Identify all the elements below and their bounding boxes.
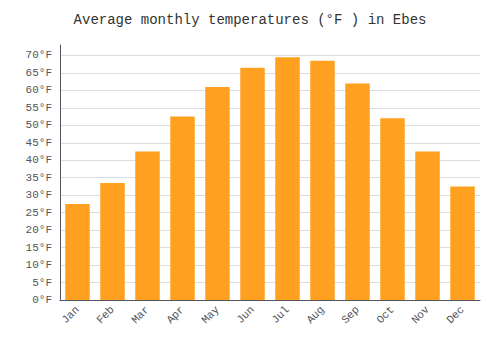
svg-text:Aug: Aug	[304, 304, 326, 326]
svg-text:60°F: 60°F	[26, 84, 52, 96]
svg-text:65°F: 65°F	[26, 67, 52, 79]
svg-text:Average monthly temperatures (: Average monthly temperatures (°F ) in Eb…	[74, 12, 427, 28]
svg-text:40°F: 40°F	[26, 154, 52, 166]
svg-text:Jan: Jan	[59, 304, 81, 326]
svg-text:Jul: Jul	[269, 304, 291, 326]
svg-text:45°F: 45°F	[26, 137, 52, 149]
svg-text:Feb: Feb	[94, 304, 116, 326]
svg-text:Dec: Dec	[444, 304, 466, 326]
svg-text:Sep: Sep	[339, 304, 361, 326]
svg-text:Mar: Mar	[129, 304, 151, 326]
svg-text:Apr: Apr	[164, 304, 186, 326]
svg-text:May: May	[199, 303, 222, 326]
svg-text:35°F: 35°F	[26, 172, 52, 184]
svg-text:50°F: 50°F	[26, 119, 52, 131]
svg-text:55°F: 55°F	[26, 102, 52, 114]
svg-text:5°F: 5°F	[32, 277, 52, 289]
svg-text:10°F: 10°F	[26, 259, 52, 271]
svg-text:30°F: 30°F	[26, 189, 52, 201]
svg-text:Jun: Jun	[234, 304, 256, 326]
svg-text:0°F: 0°F	[32, 294, 52, 306]
svg-text:25°F: 25°F	[26, 207, 52, 219]
svg-text:Nov: Nov	[409, 303, 432, 326]
svg-text:Oct: Oct	[374, 304, 396, 326]
svg-text:15°F: 15°F	[26, 242, 52, 254]
svg-text:70°F: 70°F	[26, 49, 52, 61]
svg-text:20°F: 20°F	[26, 224, 52, 236]
